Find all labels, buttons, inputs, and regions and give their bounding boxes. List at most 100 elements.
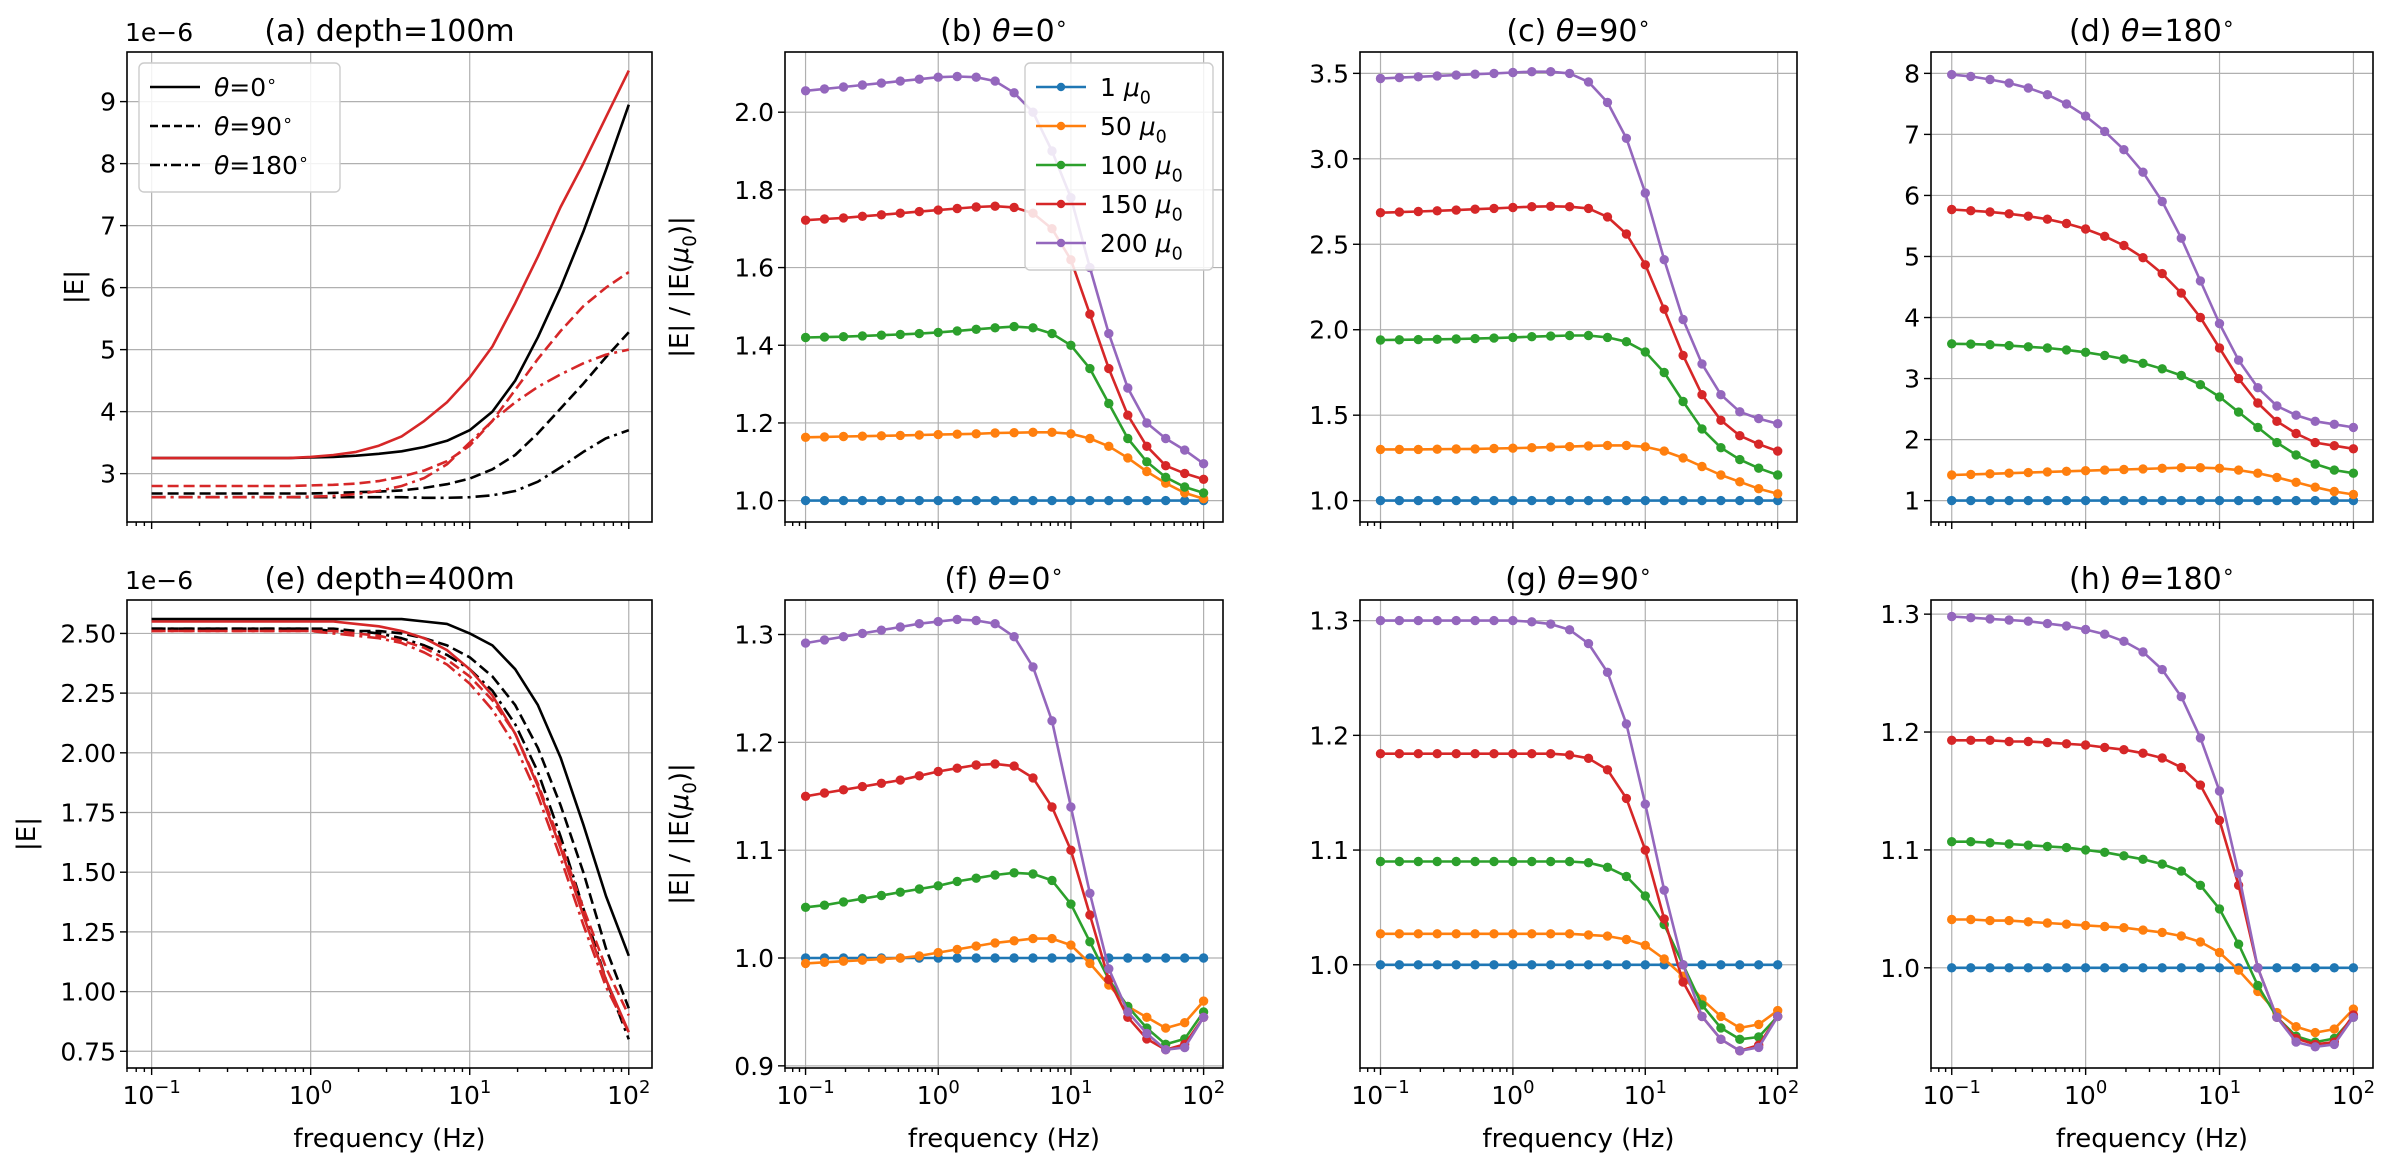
- data-point: [1659, 446, 1669, 456]
- series-line-150-mu0: [1380, 752, 1779, 1053]
- data-point: [1432, 444, 1442, 454]
- y-tick-label: 1: [1904, 487, 1920, 516]
- data-point: [1413, 444, 1424, 455]
- data-point: [2119, 745, 2129, 755]
- series-line-50-mu0: [1380, 444, 1779, 496]
- data-point: [1489, 615, 1499, 626]
- data-point: [1621, 960, 1632, 970]
- data-point: [1546, 67, 1556, 77]
- panel-f: 10−1 100 101 102 0.9 1.0 1.1 1.2 1.3 (f) θ=0∘​ |E|…: [665, 560, 1225, 1155]
- data-point: [1489, 333, 1499, 343]
- data-point: [1028, 323, 1038, 333]
- y-tick-label: 1.3: [1880, 600, 1920, 629]
- panel-title: (h) θ=180∘​: [2069, 560, 2235, 598]
- data-point: [1640, 799, 1651, 809]
- data-point: [1432, 960, 1442, 970]
- data-point: [1394, 749, 1405, 759]
- data-point: [952, 614, 962, 625]
- data-point: [2176, 288, 2187, 298]
- data-point: [1085, 958, 1095, 969]
- legend-label: θ=90∘​: [214, 111, 293, 141]
- data-point: [1413, 615, 1424, 626]
- data-point: [952, 429, 962, 439]
- data-point: [2100, 495, 2110, 506]
- data-point: [1451, 334, 1461, 344]
- data-point: [2138, 167, 2148, 177]
- data-point: [2138, 495, 2148, 506]
- data-point: [1161, 461, 1171, 471]
- data-point: [2348, 963, 2359, 973]
- data-point: [1028, 662, 1038, 672]
- data-point: [1602, 332, 1613, 343]
- data-point: [857, 781, 868, 792]
- data-point: [914, 74, 924, 84]
- data-point: [2100, 921, 2110, 932]
- data-point: [952, 876, 962, 887]
- y-tick-label: 7: [100, 212, 116, 241]
- data-point: [1985, 495, 1995, 506]
- data-point: [1451, 205, 1461, 215]
- data-point: [1470, 495, 1480, 506]
- panel-c: 1.0 1.5 2.0 2.5 3.0 3.5 (c) θ=90∘​: [1309, 12, 1798, 529]
- data-point: [1697, 424, 1707, 434]
- data-point: [1104, 495, 1114, 506]
- data-point: [2195, 937, 2206, 947]
- axes-frame: [126, 599, 653, 1069]
- data-point: [2004, 615, 2014, 625]
- data-point: [2329, 495, 2340, 506]
- data-point: [933, 766, 943, 777]
- data-point: [876, 330, 887, 340]
- data-point: [1470, 929, 1480, 939]
- data-point: [2023, 495, 2034, 506]
- plot-area: [1375, 615, 1783, 1056]
- data-point: [857, 431, 868, 441]
- data-point: [2100, 847, 2110, 857]
- series-line-50-mu0: [805, 430, 1204, 500]
- data-point: [1198, 488, 1209, 498]
- data-point: [1047, 495, 1057, 506]
- data-point: [2214, 815, 2225, 826]
- data-point: [838, 632, 849, 642]
- data-point: [819, 635, 830, 645]
- data-point: [1047, 802, 1057, 812]
- data-point: [1413, 749, 1424, 759]
- data-point: [1966, 339, 1976, 349]
- data-point: [1735, 1046, 1745, 1056]
- data-point: [2042, 918, 2053, 928]
- data-point: [1375, 444, 1386, 455]
- data-point: [1947, 735, 1957, 745]
- data-point: [1066, 899, 1076, 909]
- data-point: [1546, 749, 1556, 759]
- data-point: [2233, 868, 2244, 879]
- data-point: [2291, 410, 2301, 420]
- series-line-50-mu0: [805, 937, 1205, 1030]
- data-point: [1161, 1045, 1171, 1055]
- data-point: [1009, 428, 1019, 438]
- legend: 1 μ0​50 μ0​100 μ0​150 μ0​200 μ0​: [1024, 62, 1214, 271]
- data-point: [1583, 495, 1594, 506]
- data-point: [2080, 740, 2091, 750]
- panel-title: (b) θ=0∘​: [940, 12, 1068, 50]
- data-point: [1754, 439, 1764, 449]
- series-line-dashed-1: [151, 331, 630, 495]
- data-point: [800, 332, 811, 343]
- y-tick-label: 2.0: [1309, 316, 1349, 345]
- series-line-150-mu0: [805, 762, 1205, 1051]
- data-point: [1394, 72, 1405, 83]
- data-point: [1985, 469, 1995, 479]
- y-tick-label: 1.2: [734, 409, 774, 438]
- series-line-200-mu0: [1380, 70, 1779, 425]
- data-point: [2080, 963, 2091, 973]
- data-point: [1527, 960, 1537, 970]
- data-point: [1966, 735, 1976, 745]
- data-point: [1009, 632, 1019, 642]
- data-point: [1527, 749, 1537, 759]
- data-point: [1047, 953, 1057, 963]
- data-point: [2157, 664, 2167, 675]
- data-point: [1985, 838, 1995, 848]
- data-point: [1546, 201, 1556, 212]
- data-point: [1640, 960, 1651, 970]
- data-point: [1047, 328, 1057, 339]
- data-point: [895, 953, 905, 963]
- data-point: [1754, 413, 1764, 424]
